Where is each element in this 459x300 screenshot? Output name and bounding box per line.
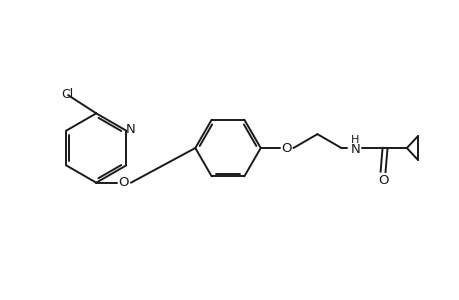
- Text: Cl: Cl: [61, 88, 73, 100]
- Text: O: O: [118, 176, 129, 189]
- Text: O: O: [377, 174, 387, 187]
- Text: O: O: [280, 142, 291, 154]
- Text: N: N: [350, 142, 359, 155]
- Text: N: N: [125, 123, 135, 136]
- Text: H: H: [350, 135, 359, 145]
